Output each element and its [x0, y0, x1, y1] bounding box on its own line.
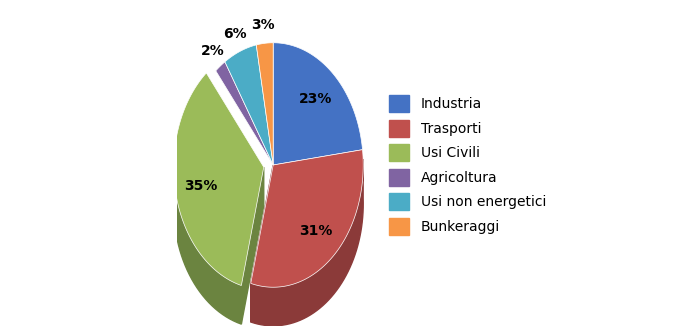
- Text: 31%: 31%: [300, 224, 333, 238]
- Text: 3%: 3%: [252, 18, 275, 32]
- Polygon shape: [225, 45, 273, 165]
- Polygon shape: [216, 62, 273, 165]
- Text: 6%: 6%: [223, 27, 247, 41]
- Polygon shape: [251, 159, 363, 326]
- Polygon shape: [173, 164, 242, 324]
- Polygon shape: [242, 167, 264, 324]
- Polygon shape: [273, 43, 362, 165]
- Polygon shape: [251, 165, 273, 322]
- Legend: Industria, Trasporti, Usi Civili, Agricoltura, Usi non energetici, Bunkeraggi: Industria, Trasporti, Usi Civili, Agrico…: [383, 89, 551, 241]
- Text: 2%: 2%: [200, 44, 224, 58]
- Text: 23%: 23%: [300, 92, 333, 106]
- Polygon shape: [251, 150, 363, 287]
- Text: 35%: 35%: [184, 179, 217, 193]
- Polygon shape: [256, 43, 273, 165]
- Polygon shape: [173, 73, 264, 285]
